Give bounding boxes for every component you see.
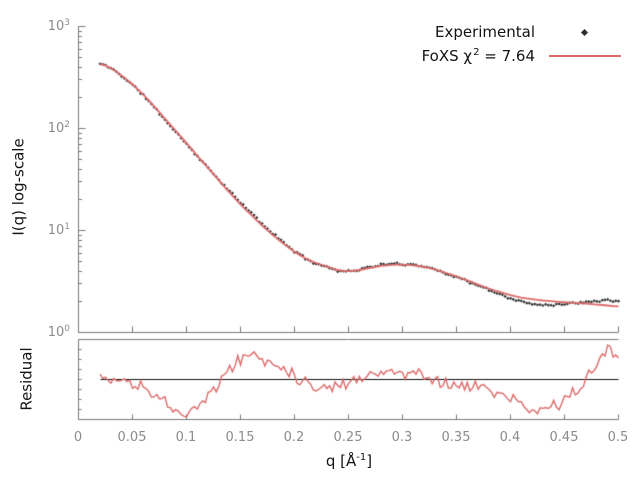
legend-sample-foxs: [535, 54, 634, 57]
x-tick-label-0.1: 0.1: [175, 430, 197, 445]
fit-line-sample: [548, 54, 621, 57]
x-tick-label-0.35: 0.35: [441, 430, 471, 445]
x-tick-label-0.4: 0.4: [499, 430, 521, 445]
legend-entry-experimental: Experimental: [378, 21, 634, 44]
x-tick-label-0.05: 0.05: [117, 430, 147, 445]
x-tick-label-0.3: 0.3: [391, 430, 413, 445]
legend: Experimental FoXS χ2 = 7.64: [378, 21, 634, 67]
legend-label-foxs-post: = 7.64: [479, 46, 535, 65]
legend-sample-experimental: [535, 28, 634, 37]
y-tick-label-10e1: 101: [47, 221, 70, 239]
x-tick-label-0.15: 0.15: [225, 430, 255, 445]
y-tick-label-10e0: 100: [47, 323, 70, 341]
x-tick-label-0: 0: [73, 430, 83, 445]
x-tick-label-0.25: 0.25: [333, 430, 363, 445]
x-axis-title: q [Å-1]: [326, 453, 372, 469]
legend-label-foxs-sup: 2: [473, 46, 480, 58]
x-axis-title-pre: q [Å: [325, 452, 357, 470]
x-axis-title-post: ]: [366, 452, 373, 470]
x-tick-label-0.5: 0.5: [607, 430, 629, 445]
legend-label-experimental: Experimental: [434, 23, 535, 41]
legend-label-foxs-pre: FoXS χ: [421, 46, 473, 65]
diamond-marker-icon: [580, 28, 589, 37]
y-tick-label-10e2: 102: [47, 119, 70, 137]
legend-label-foxs: FoXS χ2 = 7.64: [378, 46, 535, 65]
residual-axis-title: Residual: [17, 347, 36, 411]
y-axis-title: I(q) log-scale: [9, 138, 28, 236]
legend-entry-foxs-fit: FoXS χ2 = 7.64: [378, 44, 634, 67]
x-tick-label-0.45: 0.45: [549, 430, 579, 445]
y-tick-label-10e3: 103: [47, 17, 70, 35]
x-axis-title-sup: -1: [356, 452, 367, 463]
x-tick-label-0.2: 0.2: [283, 430, 305, 445]
